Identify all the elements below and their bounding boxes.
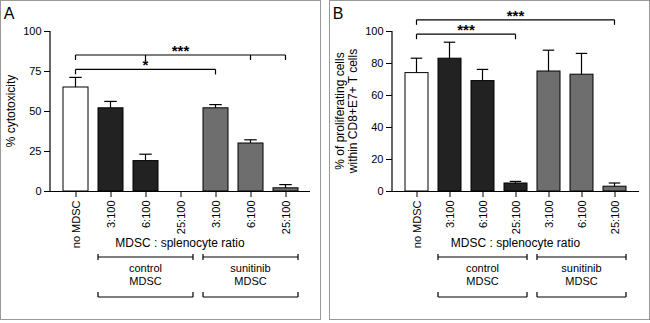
svg-text:25: 25: [29, 145, 41, 157]
svg-text:B: B: [333, 5, 344, 22]
svg-text:3:100: 3:100: [543, 201, 555, 229]
svg-text:MDSC : splenocyte ratio: MDSC : splenocyte ratio: [115, 236, 245, 250]
svg-text:sunitinibMDSC: sunitinibMDSC: [561, 262, 601, 287]
svg-text:6:100: 6:100: [140, 201, 152, 229]
svg-text:***: ***: [507, 7, 525, 24]
svg-text:25:100: 25:100: [175, 201, 187, 235]
svg-text:*: *: [143, 56, 149, 73]
svg-text:3:100: 3:100: [105, 201, 117, 229]
svg-text:6:100: 6:100: [576, 201, 588, 229]
svg-text:0: 0: [377, 185, 383, 197]
svg-text:100: 100: [23, 25, 41, 37]
svg-text:no MDSC: no MDSC: [411, 200, 423, 248]
svg-text:75: 75: [29, 65, 41, 77]
svg-text:20: 20: [371, 153, 383, 165]
svg-text:25:100: 25:100: [609, 201, 621, 235]
svg-text:% cytotoxicity: % cytotoxicity: [4, 75, 18, 148]
svg-text:controlMDSC: controlMDSC: [466, 262, 499, 287]
svg-text:controlMDSC: controlMDSC: [129, 262, 162, 287]
svg-text:60: 60: [371, 89, 383, 101]
svg-text:0: 0: [35, 185, 41, 197]
svg-text:40: 40: [371, 121, 383, 133]
svg-text:25:100: 25:100: [510, 201, 522, 235]
svg-text:A: A: [4, 5, 15, 22]
svg-text:sunitinibMDSC: sunitinibMDSC: [230, 262, 270, 287]
svg-text:6:100: 6:100: [245, 201, 257, 229]
svg-text:100: 100: [365, 25, 383, 37]
svg-text:***: ***: [457, 21, 475, 38]
svg-text:80: 80: [371, 57, 383, 69]
svg-text:***: ***: [172, 42, 190, 59]
svg-text:3:100: 3:100: [444, 201, 456, 229]
svg-text:% of proliferating cellswithin: % of proliferating cellswithin CD8+E7+ T…: [333, 49, 360, 174]
svg-text:25:100: 25:100: [280, 201, 292, 235]
svg-text:3:100: 3:100: [210, 201, 222, 229]
svg-text:no MDSC: no MDSC: [70, 200, 82, 248]
svg-text:6:100: 6:100: [477, 201, 489, 229]
svg-text:MDSC : splenocyte ratio: MDSC : splenocyte ratio: [451, 236, 581, 250]
svg-text:50: 50: [29, 105, 41, 117]
